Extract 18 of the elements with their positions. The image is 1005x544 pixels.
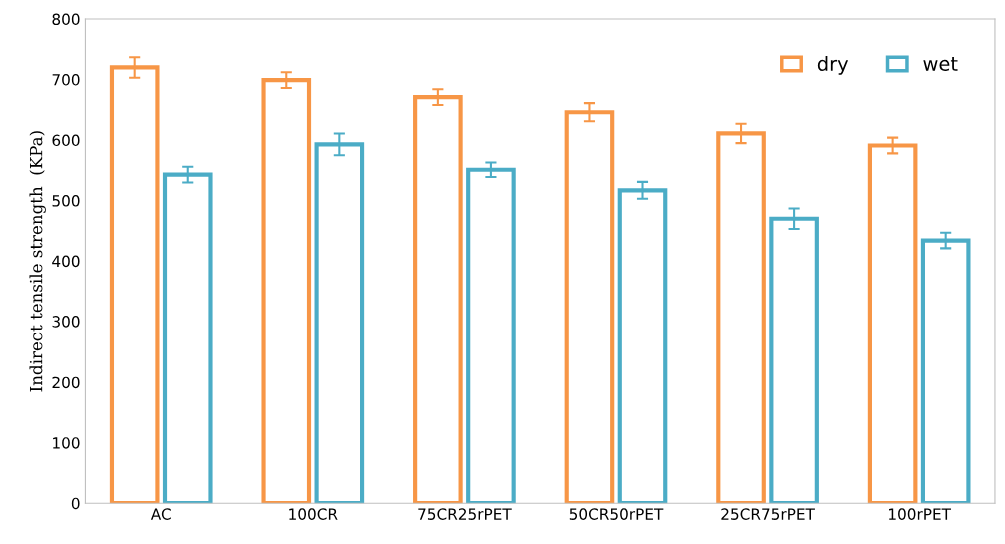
x-tick-label: 100CR (289, 508, 338, 520)
x-tick-label: AC (150, 508, 171, 520)
x-tick-label: 50CR50rPET (569, 508, 664, 520)
y-tick-label: 400 (52, 255, 80, 268)
legend-label: wet (923, 57, 958, 72)
y-tick-label: 200 (52, 376, 80, 389)
y-tick-label: 600 (52, 134, 80, 147)
x-tick-label: 75CR25rPET (418, 508, 512, 520)
y-tick-label: 700 (52, 74, 80, 86)
y-tick-label: 500 (52, 195, 80, 207)
y-tick-label: 300 (52, 316, 80, 328)
y-tick-label: 0 (71, 497, 80, 510)
x-tick-label: 25CR75rPET (721, 508, 815, 520)
legend-label: dry (817, 55, 849, 75)
x-tick-label: 100rPET (889, 508, 952, 520)
y-axis-title: Indirect tensile strength (KPa) (29, 131, 46, 392)
y-tick-label: 100 (53, 437, 80, 449)
y-tick-label: 800 (52, 13, 80, 26)
